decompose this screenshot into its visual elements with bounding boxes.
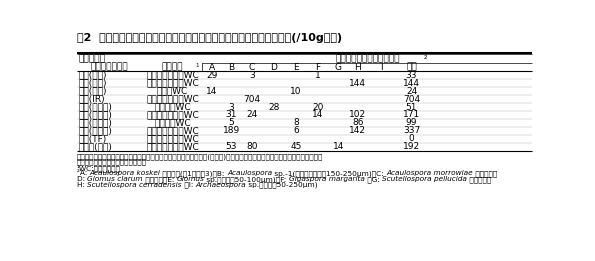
Text: に似た種，: に似た種，: [467, 176, 491, 183]
Text: 6: 6: [293, 126, 299, 135]
Text: 86: 86: [352, 118, 364, 127]
Text: Gigaspora margarita: Gigaspora margarita: [289, 176, 365, 182]
Text: ，I:: ，I:: [181, 182, 195, 188]
Text: 3: 3: [249, 71, 255, 80]
Text: Acaulospora: Acaulospora: [227, 170, 272, 176]
Text: B: B: [228, 63, 234, 72]
Text: 阿蘇(ススキ): 阿蘇(ススキ): [79, 103, 112, 111]
Text: D: D: [271, 63, 277, 72]
Text: 1: 1: [196, 63, 199, 68]
Text: ，G:: ，G:: [365, 176, 382, 183]
Text: sp.-1(山吹色〜黄色，150-250μm)，C:: sp.-1(山吹色〜黄色，150-250μm)，C:: [272, 170, 386, 177]
Text: 宿主植物: 宿主植物: [162, 63, 183, 72]
Text: 20: 20: [312, 103, 324, 111]
Text: 14: 14: [206, 87, 218, 96]
Text: 都井岬(シバ): 都井岬(シバ): [79, 142, 112, 151]
Text: バヒアグラス，WC: バヒアグラス，WC: [146, 71, 199, 80]
Text: ²A:: ²A:: [77, 170, 89, 176]
Text: 大田(IR): 大田(IR): [79, 95, 105, 104]
Text: 胞子の数（形態別に分類）: 胞子の数（形態別に分類）: [335, 54, 400, 63]
Text: 阿蘇(ススキ): 阿蘇(ススキ): [79, 110, 112, 120]
Text: 採取地（植生）: 採取地（植生）: [91, 63, 129, 72]
Text: Archaeospora: Archaeospora: [195, 182, 246, 188]
Text: 144: 144: [403, 79, 420, 88]
Text: バヒアグラス，WC: バヒアグラス，WC: [146, 95, 199, 104]
Text: バヒアグラス，WC: バヒアグラス，WC: [146, 142, 199, 151]
Text: C: C: [249, 63, 255, 72]
Text: 99: 99: [406, 118, 417, 127]
Text: 3: 3: [228, 103, 234, 111]
Text: 表2  土壌トラップカルチャーの宿主植物と観察された主な菌根菌胞子(/10g土壌): 表2 土壌トラップカルチャーの宿主植物と観察された主な菌根菌胞子(/10g土壌): [77, 33, 342, 43]
Text: 24: 24: [406, 87, 417, 96]
Text: sp.（白色，50-100μm)，F:: sp.（白色，50-100μm)，F:: [204, 176, 289, 183]
Text: 1: 1: [315, 71, 321, 80]
Text: Scutellospora cerradensis: Scutellospora cerradensis: [87, 182, 181, 188]
Text: に似た種，: に似た種，: [472, 170, 497, 177]
Text: 45: 45: [290, 142, 302, 151]
Text: バヒアグラス，WC: バヒアグラス，WC: [146, 126, 199, 135]
Text: 171: 171: [403, 110, 420, 120]
Text: Glomus clarum: Glomus clarum: [87, 176, 143, 182]
Text: ススキ，WC: ススキ，WC: [154, 118, 191, 127]
Text: 14: 14: [312, 110, 324, 120]
Text: グロースキャビネットで栽培する。: グロースキャビネットで栽培する。: [77, 159, 147, 165]
Text: 川渡(シバ): 川渡(シバ): [79, 79, 107, 88]
Text: 白老(シバ): 白老(シバ): [79, 71, 107, 80]
Text: 142: 142: [349, 126, 366, 135]
Text: 102: 102: [349, 110, 366, 120]
Text: バヒアグラス，WC: バヒアグラス，WC: [146, 134, 199, 143]
Text: 土壌トラップカルチャーは，滅菌培土を充填したポットに採取土壌(篩別物)を接種し，イネ科１種とマメ科１種の苗を植え，: 土壌トラップカルチャーは，滅菌培土を充填したポットに採取土壌(篩別物)を接種し，…: [77, 153, 323, 159]
Text: ススキ，WC: ススキ，WC: [154, 103, 191, 111]
Text: H:: H:: [77, 182, 87, 188]
Text: シバ，WC: シバ，WC: [157, 87, 188, 96]
Text: 大田(シバ): 大田(シバ): [79, 87, 107, 96]
Text: バヒアグラス，WC: バヒアグラス，WC: [146, 79, 199, 88]
Text: 合計: 合計: [406, 63, 417, 72]
Text: 2: 2: [424, 55, 427, 60]
Text: 80: 80: [246, 142, 258, 151]
Text: G: G: [335, 63, 342, 72]
Text: 33: 33: [406, 71, 417, 80]
Text: 阿蘇(ネザサ): 阿蘇(ネザサ): [79, 126, 112, 135]
Text: バヒアグラス，WC: バヒアグラス，WC: [146, 110, 199, 120]
Text: Acaulospora koskei: Acaulospora koskei: [89, 170, 160, 176]
Text: 24: 24: [246, 110, 258, 120]
Text: 10: 10: [290, 87, 302, 96]
Text: Glomus: Glomus: [177, 176, 204, 182]
Text: D:: D:: [77, 176, 87, 182]
Text: I: I: [380, 63, 383, 72]
Text: 8: 8: [293, 118, 299, 127]
Text: sp.（白色，50-250μm): sp.（白色，50-250μm): [246, 182, 318, 188]
Text: 192: 192: [403, 142, 420, 151]
Text: 接種源土壌: 接種源土壌: [79, 54, 105, 63]
Text: 14: 14: [333, 142, 344, 151]
Text: 29: 29: [206, 71, 218, 80]
Text: に似た種，E:: に似た種，E:: [143, 176, 177, 183]
Text: A: A: [209, 63, 215, 72]
Text: 704: 704: [403, 95, 420, 104]
Text: 31: 31: [226, 110, 237, 120]
Text: 0: 0: [409, 134, 414, 143]
Text: Acaulospora morrowiae: Acaulospora morrowiae: [386, 170, 472, 176]
Text: E: E: [293, 63, 299, 72]
Text: 28: 28: [268, 103, 280, 111]
Text: 144: 144: [349, 79, 366, 88]
Text: 189: 189: [223, 126, 240, 135]
Text: 5: 5: [228, 118, 234, 127]
Text: 阿蘇(TF): 阿蘇(TF): [79, 134, 107, 143]
Text: 53: 53: [226, 142, 237, 151]
Text: Scutellospora pellucida: Scutellospora pellucida: [382, 176, 467, 182]
Text: 51: 51: [406, 103, 417, 111]
Text: 阿蘇(ネザサ): 阿蘇(ネザサ): [79, 118, 112, 127]
Text: 337: 337: [403, 126, 420, 135]
Text: F: F: [315, 63, 320, 72]
Text: 704: 704: [243, 95, 261, 104]
Text: に似た種(表1の形態3)，B:: に似た種(表1の形態3)，B:: [160, 170, 227, 177]
Text: H: H: [354, 63, 361, 72]
Text: ¹WC:シロクローバ: ¹WC:シロクローバ: [77, 164, 121, 172]
